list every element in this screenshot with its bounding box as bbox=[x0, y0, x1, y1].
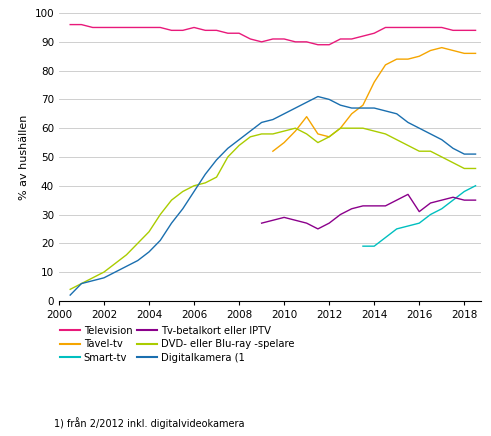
Legend: Television, Tavel-tv, Smart-tv, Tv-betalkort eller IPTV, DVD- eller Blu-ray -spe: Television, Tavel-tv, Smart-tv, Tv-betal… bbox=[60, 326, 295, 363]
Text: 1) från 2/2012 inkl. digitalvideokamera: 1) från 2/2012 inkl. digitalvideokamera bbox=[54, 418, 245, 429]
Y-axis label: % av hushällen: % av hushällen bbox=[19, 114, 29, 200]
